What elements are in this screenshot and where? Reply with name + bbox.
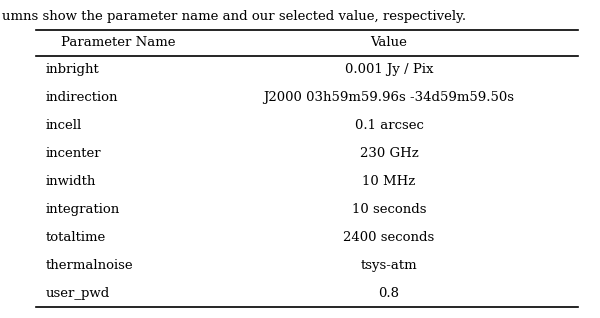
Text: tsys-atm: tsys-atm <box>361 259 418 272</box>
Text: 0.001 Jy / Pix: 0.001 Jy / Pix <box>345 64 433 76</box>
Text: 0.1 arcsec: 0.1 arcsec <box>355 119 424 132</box>
Text: 230 GHz: 230 GHz <box>359 147 418 160</box>
Text: inwidth: inwidth <box>46 175 97 188</box>
Text: 10 seconds: 10 seconds <box>352 203 426 216</box>
Text: integration: integration <box>46 203 120 216</box>
Text: incell: incell <box>46 119 82 132</box>
Text: 2400 seconds: 2400 seconds <box>343 231 434 244</box>
Text: user_pwd: user_pwd <box>46 287 110 300</box>
Text: inbright: inbright <box>46 64 100 76</box>
Text: J2000 03h59m59.96s -34d59m59.50s: J2000 03h59m59.96s -34d59m59.50s <box>263 91 515 104</box>
Text: umns show the parameter name and our selected value, respectively.: umns show the parameter name and our sel… <box>2 10 466 23</box>
Text: incenter: incenter <box>46 147 101 160</box>
Text: totaltime: totaltime <box>46 231 106 244</box>
Text: Value: Value <box>371 37 407 50</box>
Text: indirection: indirection <box>46 91 119 104</box>
Text: 0.8: 0.8 <box>379 287 400 300</box>
Text: thermalnoise: thermalnoise <box>46 259 134 272</box>
Text: Parameter Name: Parameter Name <box>61 37 175 50</box>
Text: 10 MHz: 10 MHz <box>362 175 416 188</box>
